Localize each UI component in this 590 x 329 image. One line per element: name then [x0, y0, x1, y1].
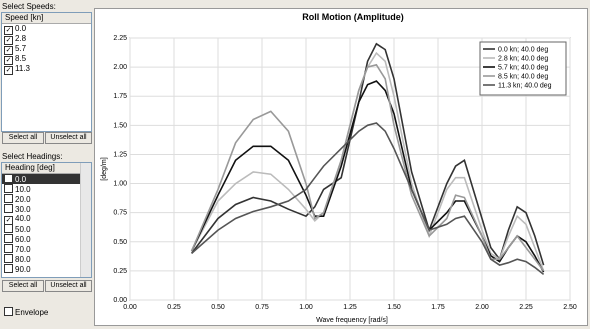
series-line — [190, 63, 545, 272]
y-axis-label: [deg/m] — [101, 157, 108, 180]
item-label: 0.0 — [15, 175, 27, 184]
legend-label: 5.7 kn; 40.0 deg — [498, 65, 548, 72]
y-tick-label: 1.50 — [113, 122, 127, 129]
y-tick-label: 0.00 — [113, 297, 127, 304]
list-item[interactable]: ✓ 40.0 — [2, 214, 91, 225]
checkbox[interactable]: ✓ — [4, 66, 13, 75]
scrollbar[interactable] — [80, 163, 91, 277]
x-tick-label: 0.50 — [211, 304, 225, 311]
list-item[interactable]: ✓ 5.7 — [2, 44, 91, 55]
y-tick-label: 1.75 — [113, 93, 127, 100]
series-line — [191, 122, 545, 276]
checkbox[interactable] — [4, 184, 13, 193]
item-label: 40.0 — [15, 214, 31, 223]
item-label: 8.5 — [15, 54, 27, 63]
unselect-all-button[interactable]: Unselect all — [45, 280, 92, 292]
legend-box — [479, 41, 567, 96]
x-tick-label: 0.00 — [123, 304, 137, 311]
legend-label: 0.0 kn; 40.0 deg — [498, 47, 548, 54]
list-item[interactable]: 0.0 — [2, 174, 91, 184]
checkbox[interactable]: ✓ — [4, 26, 13, 35]
speeds-header: Speed [kn] — [2, 13, 91, 24]
list-item[interactable]: 90.0 — [2, 264, 91, 274]
x-tick-label: 0.75 — [255, 304, 269, 311]
y-tick-label: 0.75 — [113, 210, 127, 217]
list-item[interactable]: 80.0 — [2, 254, 91, 264]
list-item[interactable]: ✓ 8.5 — [2, 54, 91, 65]
checkbox[interactable]: ✓ — [4, 56, 13, 65]
checkbox[interactable]: ✓ — [4, 46, 13, 55]
list-item[interactable]: ✓ 11.3 — [2, 64, 91, 75]
x-tick-label: 0.25 — [167, 304, 181, 311]
y-tick-label: 0.50 — [113, 239, 127, 246]
x-tick-label: 1.50 — [387, 304, 401, 311]
checkbox[interactable] — [4, 264, 13, 273]
y-tick-label: 0.25 — [113, 268, 127, 275]
checkbox[interactable] — [4, 204, 13, 213]
list-item[interactable]: ✓ 2.8 — [2, 34, 91, 45]
checkbox[interactable] — [4, 194, 13, 203]
y-tick-label: 1.25 — [113, 151, 127, 158]
checkbox[interactable] — [4, 224, 13, 233]
item-label: 60.0 — [15, 235, 31, 244]
checkbox[interactable] — [4, 234, 13, 243]
speeds-list[interactable]: Speed [kn] ✓ 0.0 ✓ 2.8 ✓ 5.7 ✓ 8.5 ✓ 11.3 — [1, 12, 92, 132]
list-item[interactable]: 10.0 — [2, 184, 91, 194]
list-item[interactable]: 50.0 — [2, 224, 91, 234]
checkbox[interactable] — [4, 244, 13, 253]
headings-header: Heading [deg] — [2, 163, 80, 174]
list-item[interactable]: 20.0 — [2, 194, 91, 204]
x-tick-label: 1.00 — [299, 304, 313, 311]
chart: Roll Motion (Amplitude) Wave frequency [… — [94, 8, 588, 326]
list-item[interactable]: 60.0 — [2, 234, 91, 244]
x-tick-label: 2.25 — [519, 304, 533, 311]
list-item[interactable]: ✓ 0.0 — [2, 24, 91, 35]
item-label: 70.0 — [15, 245, 31, 254]
item-label: 0.0 — [15, 24, 27, 33]
x-tick-label: 2.50 — [563, 304, 577, 311]
item-label: 11.3 — [15, 64, 30, 73]
series-line — [190, 51, 545, 272]
x-axis-label: Wave frequency [rad/s] — [316, 317, 388, 324]
headings-label: Select Headings: — [2, 152, 63, 161]
list-item[interactable]: 70.0 — [2, 244, 91, 254]
select-all-button[interactable]: Select all — [2, 280, 44, 292]
series-line — [190, 42, 545, 266]
item-label: 30.0 — [15, 205, 31, 214]
speeds-label: Select Speeds: — [2, 2, 56, 11]
checkbox[interactable]: ✓ — [4, 36, 13, 45]
item-label: 10.0 — [15, 185, 31, 194]
item-label: 90.0 — [15, 265, 31, 274]
y-tick-label: 1.00 — [113, 181, 127, 188]
x-tick-label: 1.25 — [343, 304, 357, 311]
envelope-label: Envelope — [15, 308, 49, 317]
y-tick-label: 2.00 — [113, 64, 127, 71]
item-label: 5.7 — [15, 44, 27, 53]
legend-label: 11.3 kn; 40.0 deg — [498, 83, 552, 90]
y-tick-label: 2.25 — [113, 35, 127, 42]
checkbox[interactable] — [4, 254, 13, 263]
envelope-checkbox[interactable]: Envelope — [4, 307, 48, 317]
x-tick-label: 2.00 — [475, 304, 489, 311]
checkbox[interactable] — [4, 307, 13, 316]
unselect-all-button[interactable]: Unselect all — [45, 132, 92, 144]
item-label: 50.0 — [15, 225, 31, 234]
item-label: 2.8 — [15, 34, 27, 43]
item-label: 80.0 — [15, 255, 31, 264]
select-all-button[interactable]: Select all — [2, 132, 44, 144]
headings-list[interactable]: Heading [deg] 0.0 10.0 20.0 30.0 ✓ 40.0 50.0 60… — [1, 162, 92, 278]
legend-label: 8.5 kn; 40.0 deg — [498, 74, 548, 81]
chart-title: Roll Motion (Amplitude) — [302, 12, 403, 22]
list-item[interactable]: 30.0 — [2, 204, 91, 214]
x-tick-label: 1.75 — [431, 304, 445, 311]
checkbox[interactable] — [4, 174, 13, 183]
legend-label: 2.8 kn; 40.0 deg — [498, 56, 548, 63]
item-label: 20.0 — [15, 195, 31, 204]
